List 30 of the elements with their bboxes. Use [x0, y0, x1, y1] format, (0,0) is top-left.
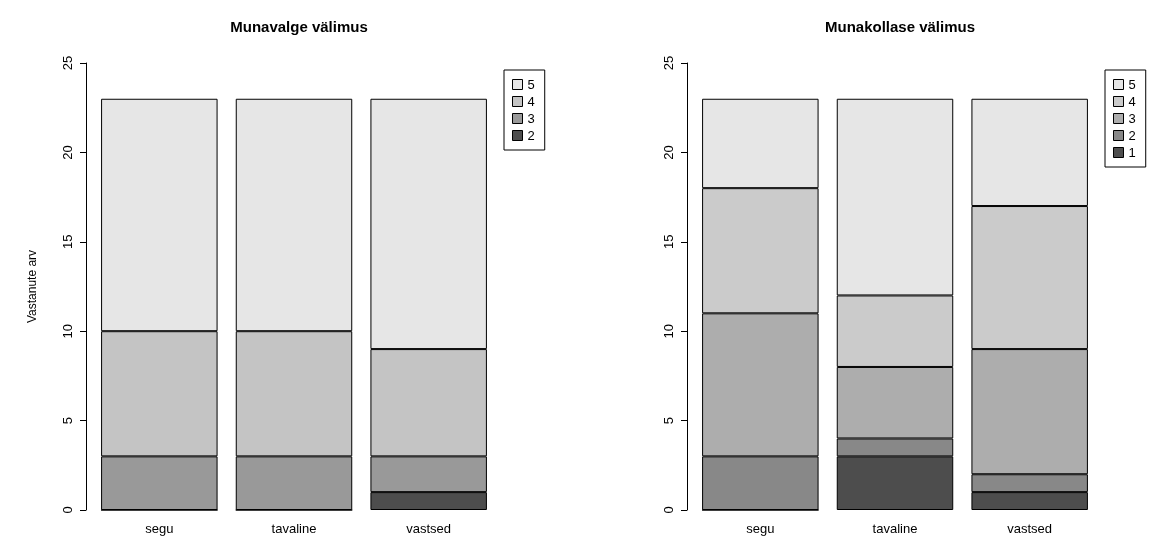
chart-title: Munakollase välimus	[824, 18, 976, 35]
y-tick-label: 0	[661, 506, 676, 514]
legend-label: 3	[1128, 111, 1136, 126]
y-tick-label: 0	[60, 506, 75, 514]
y-tick-label: 10	[661, 323, 676, 339]
y-tick-label: 10	[60, 323, 75, 339]
legend-label: 3	[527, 111, 535, 126]
y-tick-label: 20	[661, 145, 676, 160]
y-tick-label: 5	[661, 416, 676, 425]
legend-label: 5	[527, 77, 535, 92]
y-tick-label: 5	[60, 416, 75, 425]
y-tick-label: 25	[661, 55, 676, 71]
chart-title: Munavalge välimus	[230, 18, 368, 35]
x-tick-label: vastsed	[406, 521, 452, 536]
x-tick-label: segu	[746, 521, 775, 536]
legend-label: 1	[1128, 145, 1136, 160]
x-tick-label: vastsed	[1007, 521, 1053, 536]
legend-label: 2	[527, 128, 535, 143]
y-tick-label: 25	[60, 55, 75, 71]
legend-label: 2	[1128, 128, 1136, 143]
y-tick-label: 15	[60, 234, 75, 250]
y-tick-label: 15	[661, 234, 676, 250]
x-tick-label: segu	[145, 521, 174, 536]
legend-label: 4	[1128, 94, 1136, 109]
x-tick-label: tavaline	[271, 521, 317, 536]
y-axis-title: Vastanute arv	[25, 249, 39, 324]
y-tick-label: 20	[60, 145, 75, 160]
x-tick-label: tavaline	[872, 521, 918, 536]
legend-label: 5	[1128, 77, 1136, 92]
legend-label: 4	[527, 94, 535, 109]
